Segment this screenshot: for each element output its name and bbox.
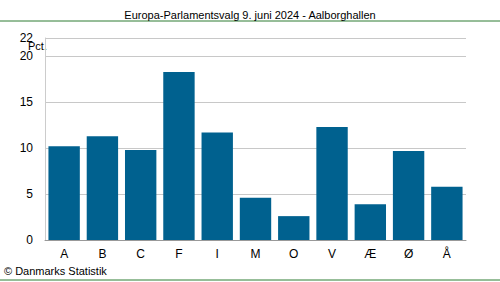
svg-text:F: F [175, 247, 182, 261]
svg-text:15: 15 [20, 95, 34, 109]
svg-text:20: 20 [20, 49, 34, 63]
svg-text:M: M [251, 247, 261, 261]
svg-text:Ø: Ø [404, 247, 413, 261]
svg-text:B: B [98, 247, 106, 261]
svg-text:0: 0 [26, 233, 33, 247]
svg-text:22: 22 [20, 31, 34, 45]
svg-text:V: V [328, 247, 336, 261]
svg-text:O: O [289, 247, 298, 261]
svg-text:Å: Å [443, 246, 451, 261]
svg-text:5: 5 [26, 187, 33, 201]
svg-text:A: A [60, 247, 68, 261]
svg-text:Pct.: Pct. [28, 39, 47, 52]
svg-text:Æ: Æ [364, 247, 376, 261]
svg-text:I: I [216, 247, 219, 261]
svg-text:Europa-Parlamentsvalg 9. juni: Europa-Parlamentsvalg 9. juni 2024 - Aal… [124, 9, 375, 21]
svg-text:10: 10 [20, 141, 34, 155]
svg-text:C: C [136, 247, 145, 261]
svg-text:© Danmarks Statistik: © Danmarks Statistik [4, 265, 107, 277]
